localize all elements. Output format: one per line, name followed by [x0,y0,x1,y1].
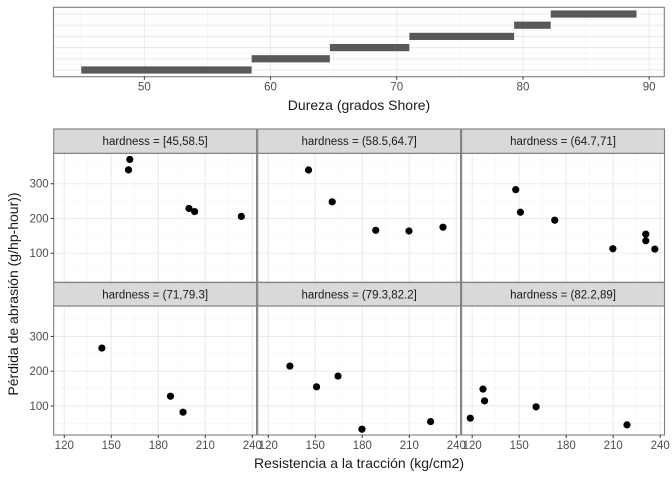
facet-strip-label: hardness = (64.7,71] [510,136,616,148]
data-point [185,204,193,213]
x-tick-label: 210 [400,440,419,452]
x-tick-label: 120 [463,440,482,452]
facet-panel: hardness = (82.2,89] 120 150 180 210 240 [461,281,670,452]
facet-panel: hardness = (64.7,71] [461,128,666,283]
x-tick-label: 120 [259,440,278,452]
panel-background [257,306,461,435]
data-point [358,425,366,433]
hardness-range-bar [329,43,410,52]
top-x-tick-label: 90 [643,82,656,94]
facet-strip-label: hardness = (79.3,82.2] [301,289,416,301]
facet-panel: hardness = [45,58.5] 100 200 300 [30,128,258,283]
data-point [312,383,321,391]
facet-panel: hardness = (71,79.3] 100 200 300 120 150 180 21… [30,281,262,452]
data-point [466,414,474,422]
hardness-range-bar [81,66,252,74]
x-tick-label: 240 [447,440,466,452]
top-x-tick-label: 70 [390,82,403,94]
data-point [439,223,447,231]
top-x-tick-label: 60 [264,82,277,94]
data-point [642,237,650,245]
y-tick-label: 200 [30,366,49,378]
data-point [609,245,617,253]
data-point [286,362,294,370]
facet-strip [461,281,666,307]
y-tick-label: 200 [30,213,49,225]
hardness-range-bar [409,32,515,41]
y-tick-label: 100 [30,248,49,260]
facet-strip-label: hardness = (82.2,89] [510,289,616,301]
x-tick-label: 210 [604,440,623,452]
data-point [304,166,313,174]
data-point [623,421,631,429]
data-point [405,227,413,235]
x-axis-title: Resistencia a la tracción (kg/cm2) [254,455,464,471]
x-tick-label: 120 [55,440,74,452]
hardness-range-bar [251,55,330,63]
facet-strip-label: hardness = [45,58.5] [103,136,208,148]
top-panel-border [52,6,665,78]
y-axis-title: Pérdida de abrasión (g/hp-hour)) [5,192,21,395]
data-point [124,166,133,174]
y-tick-label: 300 [30,331,49,343]
x-tick-label: 150 [510,440,529,452]
facet-strip [257,281,462,307]
top-x-tick-label: 50 [138,82,151,94]
x-tick-label: 180 [149,440,168,452]
data-point [372,226,380,234]
data-point [516,208,525,216]
data-point [651,245,659,253]
panel-background [53,153,257,283]
data-point [179,408,187,416]
data-point [98,344,106,352]
data-point [166,392,175,400]
data-point [126,155,134,164]
top-x-tick-label: 80 [517,82,530,94]
x-tick-label: 210 [196,440,215,452]
hardness-range-bar [514,21,551,29]
x-tick-label: 180 [557,440,576,452]
hardness-range-bar [550,10,637,18]
panel-background [53,306,257,435]
facet-panel: hardness = (58.5,64.7] [257,128,462,283]
x-tick-label: 240 [651,440,670,452]
data-point [642,230,650,238]
y-tick-label: 300 [30,179,49,191]
facet-strip [257,128,462,154]
data-point [328,198,336,206]
data-point [237,212,245,221]
data-point [532,403,540,411]
x-tick-label: 180 [353,440,372,452]
data-point [191,207,199,216]
panel-background [257,153,461,283]
data-point [480,397,489,405]
panel-background [461,306,665,435]
data-point [551,216,559,224]
top-x-axis-title: Dureza (grados Shore) [288,97,430,113]
data-point [512,186,520,194]
facet-strip [53,281,258,307]
data-point [479,385,487,393]
data-point [426,417,435,426]
hardness-range-panel: 50 60 70 80 90 [52,6,665,94]
x-tick-label: 240 [243,440,262,452]
data-point [334,372,342,380]
facet-strip [461,128,666,154]
facet-panel: hardness = (79.3,82.2] 120 150 180 210 240 [257,281,466,452]
panel-background [461,153,665,283]
facet-strip [53,128,258,154]
y-tick-label: 100 [30,401,49,413]
facet-strip-label: hardness = (58.5,64.7] [301,136,416,148]
facet-strip-label: hardness = (71,79.3] [102,289,208,301]
x-tick-label: 150 [306,440,325,452]
x-tick-label: 150 [102,440,121,452]
